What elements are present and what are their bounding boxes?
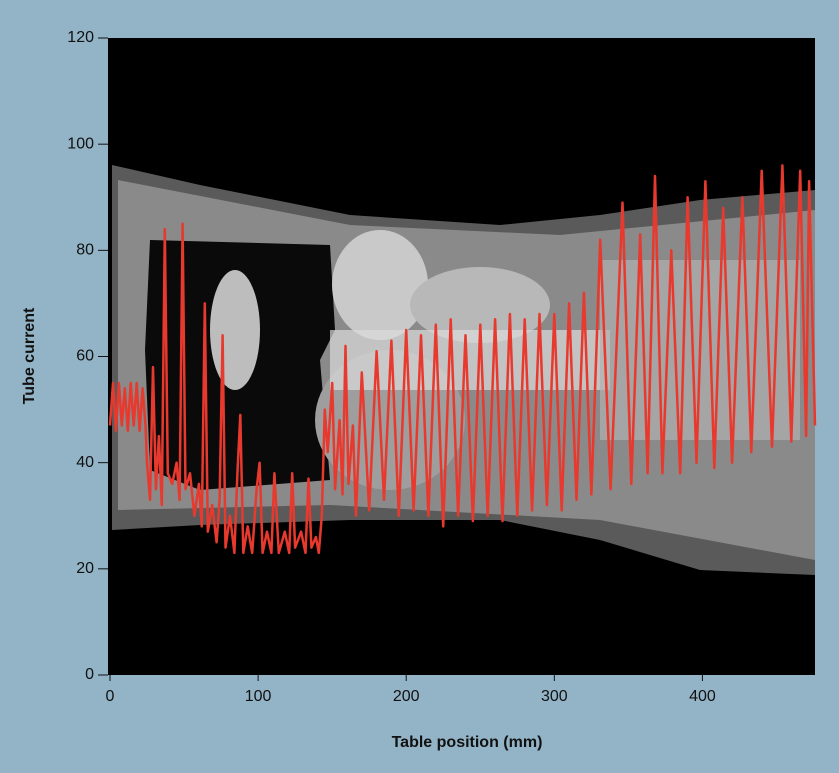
- x-tick-label: 100: [245, 688, 272, 705]
- y-tick-label: 40: [76, 454, 94, 471]
- x-tick-label: 0: [106, 688, 115, 705]
- ct-image: [108, 38, 815, 675]
- x-tick-label: 200: [393, 688, 420, 705]
- x-tick-label: 400: [689, 688, 716, 705]
- y-tick-label: 0: [85, 666, 94, 683]
- data-line: [108, 164, 817, 555]
- y-tick-label: 120: [67, 29, 94, 46]
- y-tick-label: 20: [76, 560, 94, 577]
- y-tick-label: 80: [76, 242, 94, 259]
- y-axis-title: Tube current: [21, 307, 38, 404]
- y-tick-label: 100: [67, 135, 94, 152]
- y-tick-label: 60: [76, 348, 94, 365]
- x-axis-title: Table position (mm): [392, 734, 543, 751]
- x-tick-label: 300: [541, 688, 568, 705]
